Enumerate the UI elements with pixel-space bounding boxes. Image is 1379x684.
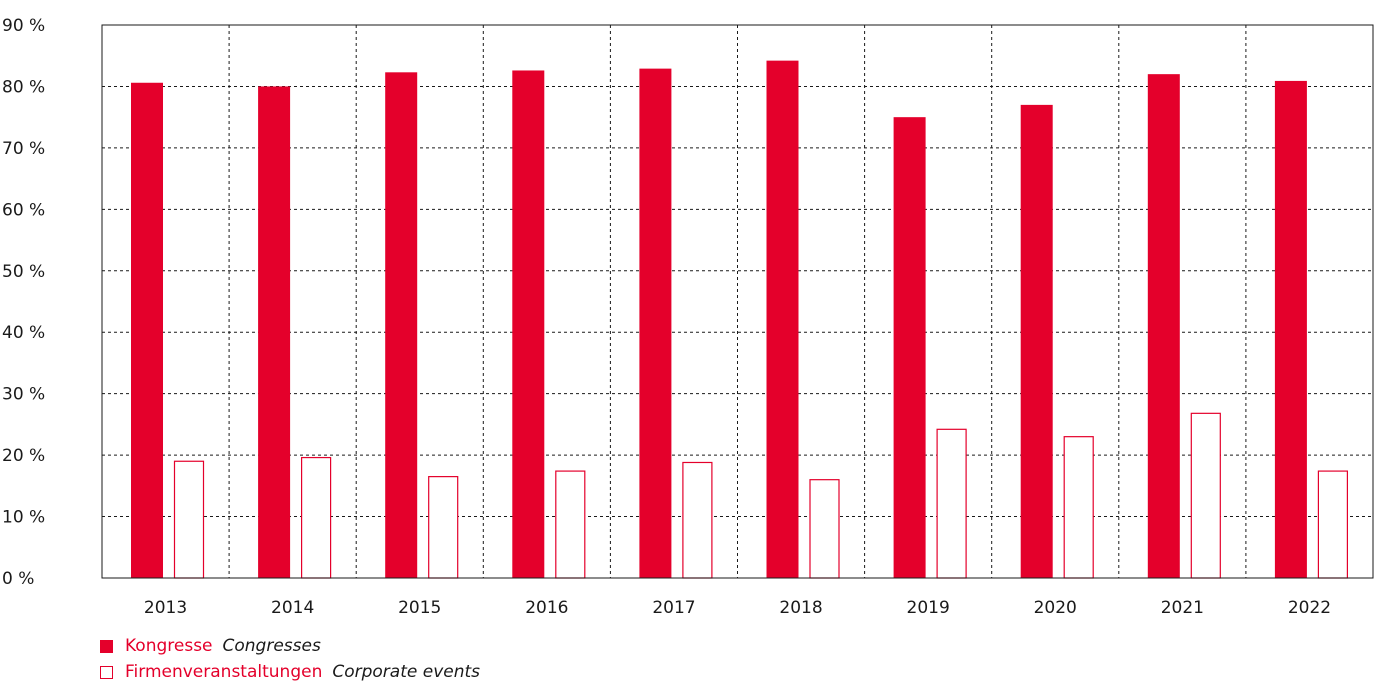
- x-axis-ticks: 2013 2014 2015 2016 2017 2018 2019 2020 2021 2022: [144, 598, 1331, 618]
- bar-chart: 0 %10 %20 %30 %40 %50 %60 %70 %80 %90 % …: [2, 16, 1374, 618]
- grid-lines: [102, 25, 1373, 578]
- bar-congresses: [385, 72, 418, 578]
- bar-congresses: [258, 86, 291, 578]
- y-tick-label: 50 %: [2, 262, 45, 282]
- x-tick-label: 2014: [271, 598, 314, 618]
- bar-congresses: [512, 70, 545, 579]
- y-tick-label: 0 %: [2, 569, 34, 589]
- bar-corporate-events: [428, 476, 459, 579]
- y-tick-label: 20 %: [2, 446, 45, 466]
- legend-label-en: Corporate events: [332, 662, 481, 682]
- bars: [131, 60, 1349, 579]
- bar-congresses: [893, 117, 926, 579]
- bar-congresses: [131, 82, 163, 578]
- y-tick-label: 90 %: [2, 16, 45, 36]
- legend-label-en: Congresses: [222, 636, 321, 656]
- legend-item-corporate-events: Firmenveranstaltungen Corporate events: [100, 662, 480, 682]
- legend-label-de: Kongresse: [125, 636, 213, 656]
- x-tick-label: 2022: [1288, 598, 1331, 618]
- plot-frame: [101, 24, 1374, 579]
- x-tick-label: 2016: [525, 598, 568, 618]
- bar-corporate-events: [1317, 470, 1349, 579]
- bar-congresses: [1274, 80, 1307, 579]
- y-tick-label: 10 %: [2, 508, 45, 528]
- y-tick-label: 70 %: [2, 139, 45, 159]
- bar-congresses: [766, 60, 799, 579]
- bar-corporate-events: [809, 479, 840, 579]
- legend-swatch-filled: [100, 639, 113, 653]
- legend-label-de: Firmenveranstaltungen: [125, 662, 323, 682]
- x-tick-label: 2017: [652, 598, 695, 618]
- bar-congresses: [1147, 74, 1180, 579]
- y-tick-label: 30 %: [2, 385, 45, 405]
- y-tick-label: 40 %: [2, 323, 45, 343]
- bar-corporate-events: [1190, 412, 1221, 579]
- y-tick-label: 60 %: [2, 200, 45, 220]
- x-tick-label: 2013: [144, 598, 187, 618]
- bar-corporate-events: [682, 461, 713, 579]
- bar-congresses: [1020, 104, 1053, 578]
- bar-corporate-events: [1063, 436, 1094, 579]
- x-tick-label: 2019: [907, 598, 950, 618]
- x-tick-label: 2018: [779, 598, 822, 618]
- bar-corporate-events: [301, 456, 332, 579]
- bar-corporate-events: [173, 460, 205, 579]
- legend-item-congresses: Kongresse Congresses: [100, 636, 321, 656]
- legend-swatch-outline: [100, 665, 113, 679]
- y-axis-ticks: 0 % 10 % 20 % 30 % 40 % 50 % 60 % 70 % 80 % 90 %: [2, 16, 45, 589]
- y-tick-label: 80 %: [2, 77, 45, 97]
- bar-congresses: [639, 68, 672, 579]
- bar-corporate-events: [555, 470, 586, 579]
- x-tick-label: 2015: [398, 598, 441, 618]
- bar-corporate-events: [936, 428, 967, 579]
- x-tick-label: 2020: [1034, 598, 1077, 618]
- x-tick-label: 2021: [1161, 598, 1204, 618]
